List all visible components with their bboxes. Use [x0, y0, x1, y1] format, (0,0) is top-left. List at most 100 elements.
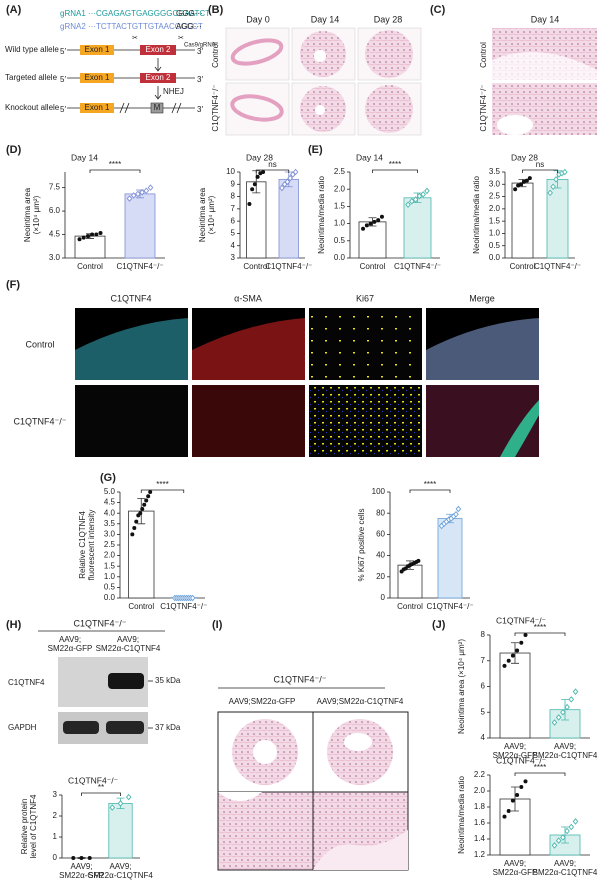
- grna-sequence: ···TCTTACTGTTGTAACCCCCT: [88, 22, 203, 31]
- y-tick-label: 3.5: [489, 167, 501, 176]
- data-point: [117, 800, 124, 807]
- data-point: [247, 201, 252, 206]
- y-axis-label: Relative protein: [20, 799, 29, 855]
- data-point: [506, 809, 511, 813]
- data-point: [524, 178, 529, 183]
- data-point: [368, 221, 373, 226]
- y-tick-label: 5.0: [104, 487, 116, 496]
- chart-title: Day 28: [246, 152, 273, 162]
- data-point: [140, 506, 145, 511]
- y-tick-label: 80: [376, 508, 385, 517]
- x-tick-label: SM22α-C1QTNF4: [88, 871, 153, 880]
- data-point: [287, 174, 293, 182]
- y-tick-label: 7.5: [49, 183, 61, 192]
- data-point: [527, 176, 532, 181]
- data-point: [453, 510, 459, 518]
- data-point: [506, 658, 511, 663]
- data-point: [555, 714, 562, 721]
- data-point: [502, 814, 507, 819]
- data-point: [513, 187, 518, 192]
- y-axis-label: Neointima area: [23, 187, 32, 242]
- data-point: [572, 818, 579, 825]
- data-point: [519, 785, 524, 789]
- channel-label: Ki67: [356, 293, 374, 303]
- x-tick-label: Control: [128, 602, 154, 611]
- y-axis-label: Relative C1QTNF4: [78, 511, 87, 579]
- chart-title: C1QTNF4⁻/⁻: [496, 755, 547, 765]
- bar: [108, 803, 133, 859]
- data-point: [126, 195, 133, 202]
- nhej-label: NHEJ: [163, 87, 184, 96]
- data-point: [547, 189, 553, 197]
- y-tick-label: 8: [481, 630, 486, 639]
- size-label: 37 kDa: [155, 723, 181, 732]
- exon-label: Exon 1: [85, 103, 110, 112]
- data-point: [135, 190, 141, 198]
- data-point: [550, 183, 556, 191]
- y-tick-label: 2.5: [104, 540, 116, 549]
- panel-label: (D): [6, 144, 22, 156]
- data-point: [568, 696, 575, 703]
- significance-bracket: [514, 772, 566, 776]
- significance-bracket: [522, 169, 558, 173]
- panel-label: (B): [208, 4, 224, 16]
- exon-label: Exon 2: [146, 73, 171, 82]
- significance-label: ns: [536, 160, 544, 169]
- y-tick-label: 1.0: [334, 219, 346, 228]
- data-point: [553, 176, 559, 183]
- data-point: [148, 490, 153, 494]
- data-point: [130, 532, 135, 537]
- panel-label: (J): [432, 619, 446, 631]
- y-tick-label: 1.5: [334, 202, 346, 211]
- band-label: GAPDH: [8, 723, 37, 732]
- data-point: [523, 633, 528, 637]
- lane-label: SM22α-GFP: [48, 644, 93, 653]
- y-tick-label: 0.0: [104, 593, 116, 602]
- significance-label: ****: [109, 160, 121, 169]
- data-point: [515, 793, 520, 797]
- data-point: [132, 526, 137, 531]
- data-point: [255, 174, 260, 179]
- data-point: [372, 219, 377, 224]
- data-point: [405, 201, 411, 208]
- panel-label: (H): [6, 619, 22, 631]
- y-tick-label: 3.0: [489, 179, 501, 188]
- band-label: C1QTNF4: [8, 678, 45, 687]
- y-tick-label: 0.0: [489, 253, 501, 262]
- data-point: [562, 168, 568, 176]
- data-point: [94, 232, 99, 237]
- histology-images: [225, 27, 422, 136]
- data-point: [279, 184, 285, 192]
- x-tick-label: SM22α-GFP: [493, 751, 538, 760]
- y-axis-label: (×10⁴ μm²): [32, 195, 41, 234]
- size-label: 35 kDa: [155, 676, 181, 685]
- lane-label: AAV9;: [117, 635, 139, 644]
- lane-label: SM22α-C1QTNF4: [96, 644, 161, 653]
- group-header: C1QTNF4⁻/⁻: [273, 674, 326, 684]
- allele-label: Targeted allele: [5, 73, 58, 82]
- data-point: [455, 505, 462, 513]
- data-point: [85, 234, 90, 239]
- error-bar: [561, 698, 569, 721]
- data-point: [379, 214, 384, 219]
- histology-images: [217, 711, 409, 871]
- data-point: [98, 230, 103, 235]
- data-point: [551, 842, 558, 849]
- significance-bracket: [140, 489, 185, 493]
- y-axis-label: fluorescent intensity: [87, 510, 96, 581]
- allele-label: Knockout allele: [5, 103, 60, 112]
- row-label: C1QTNF4⁻/⁻: [479, 84, 488, 131]
- y-tick-label: 4.5: [104, 498, 116, 507]
- data-point: [409, 197, 415, 205]
- error-bar: [137, 497, 146, 525]
- data-point: [138, 511, 143, 516]
- exon-label: Exon 1: [85, 73, 110, 82]
- y-tick-label: 1.0: [104, 572, 116, 581]
- y-tick-label: 1.5: [104, 561, 116, 570]
- exon-label: Exon 1: [85, 45, 110, 54]
- significance-bracket: [81, 792, 121, 796]
- panel-label: (G): [100, 472, 116, 484]
- panel-label: (F): [6, 279, 20, 291]
- data-point: [77, 237, 82, 242]
- x-tick-label: AAV9;: [554, 859, 576, 868]
